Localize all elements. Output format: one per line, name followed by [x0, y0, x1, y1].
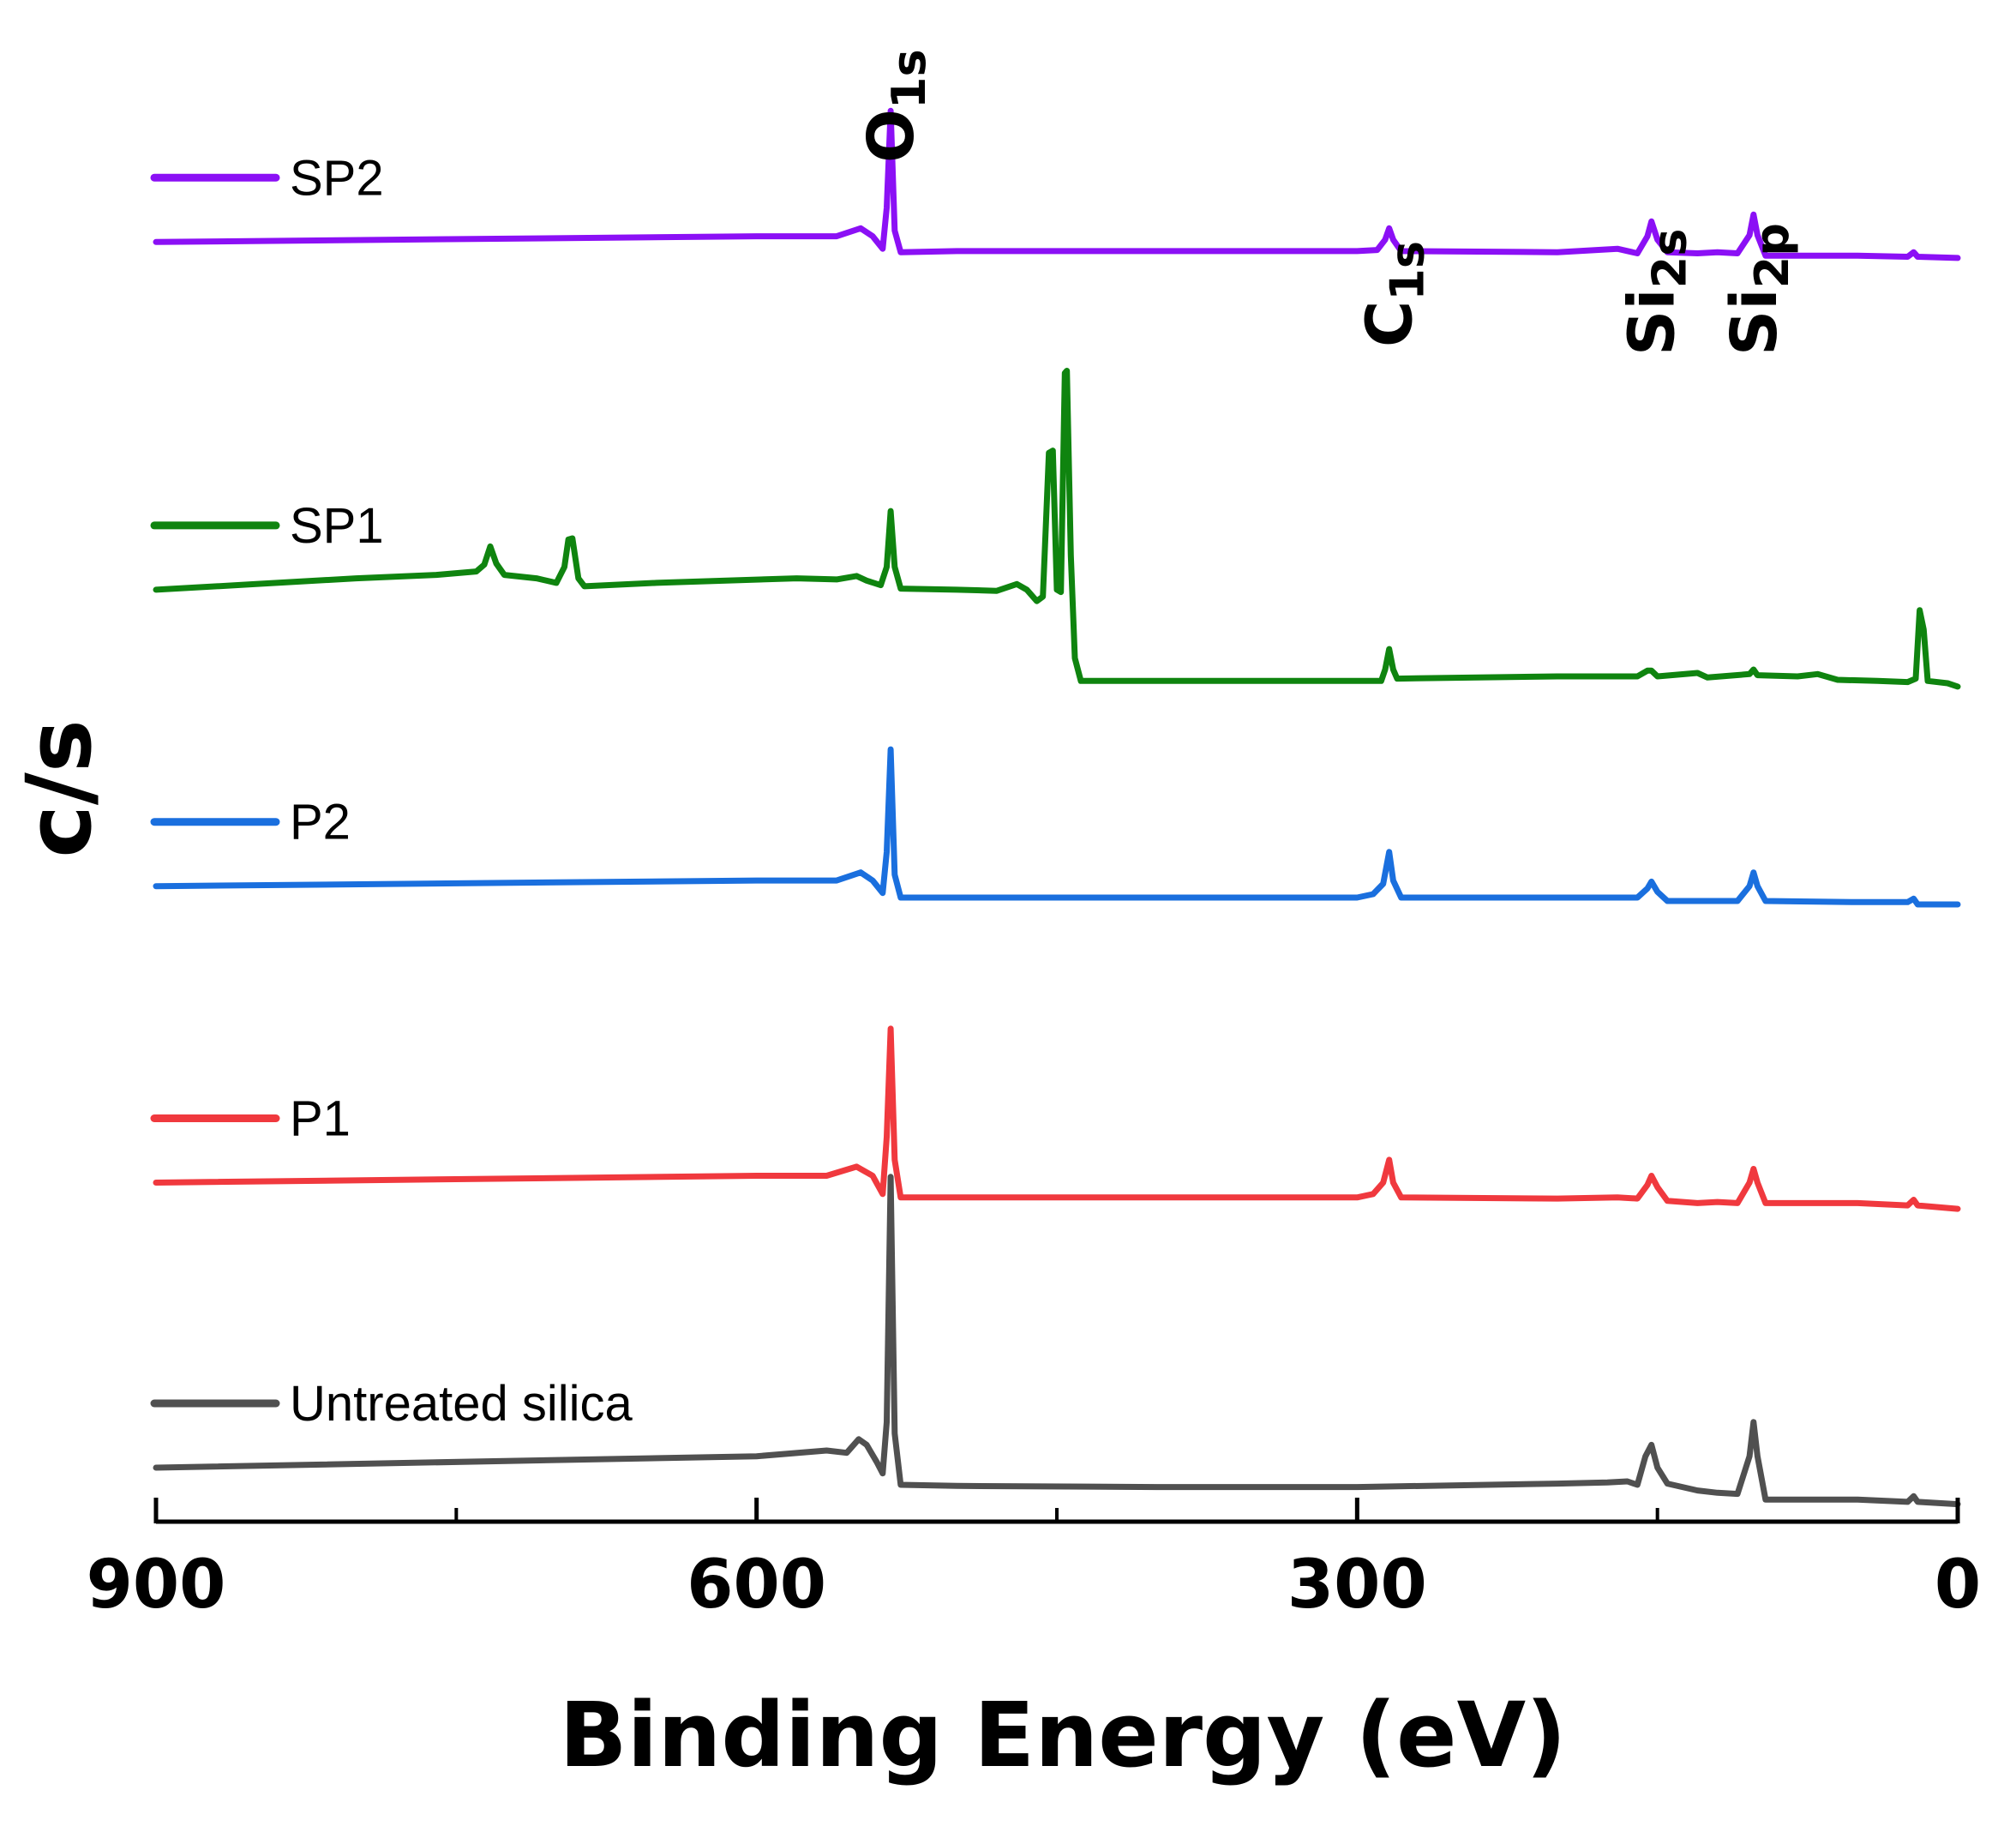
series-line-sp2: [153, 107, 1961, 261]
legend: SP2 SP1 P2 P1 Untreated silica: [150, 150, 633, 1432]
x-axis: 900 600 300 0: [87, 1498, 1981, 1624]
legend-label-sp2: SP2: [290, 150, 384, 206]
peak-label-c1s: C1s: [1353, 241, 1435, 347]
legend-label-untreated-silica: Untreated silica: [290, 1376, 633, 1432]
series-line-p2: [153, 746, 1961, 908]
series-line-sp1: [153, 368, 1961, 690]
series-line-p1: [153, 1025, 1961, 1212]
y-axis-title: c/s: [7, 719, 111, 858]
series-layer: [153, 107, 1961, 1508]
legend-label-sp1: SP1: [290, 498, 384, 554]
x-tick-label: 0: [1935, 1547, 1981, 1624]
peak-label-o1s: O1s: [855, 49, 936, 163]
legend-label-p2: P2: [290, 795, 351, 850]
x-tick-label: 900: [87, 1547, 226, 1624]
x-axis-title: Binding Energy (eV): [559, 1683, 1566, 1787]
peak-label-si2s: Si2s: [1616, 229, 1697, 356]
peak-labels: O1s C1s Si2s Si2p: [855, 49, 1799, 356]
series-line-untreated-silica: [153, 1174, 1961, 1508]
peak-label-si2p: Si2p: [1718, 223, 1799, 356]
x-tick-label: 300: [1287, 1547, 1427, 1624]
x-tick-label: 600: [687, 1547, 826, 1624]
legend-label-p1: P1: [290, 1091, 351, 1147]
